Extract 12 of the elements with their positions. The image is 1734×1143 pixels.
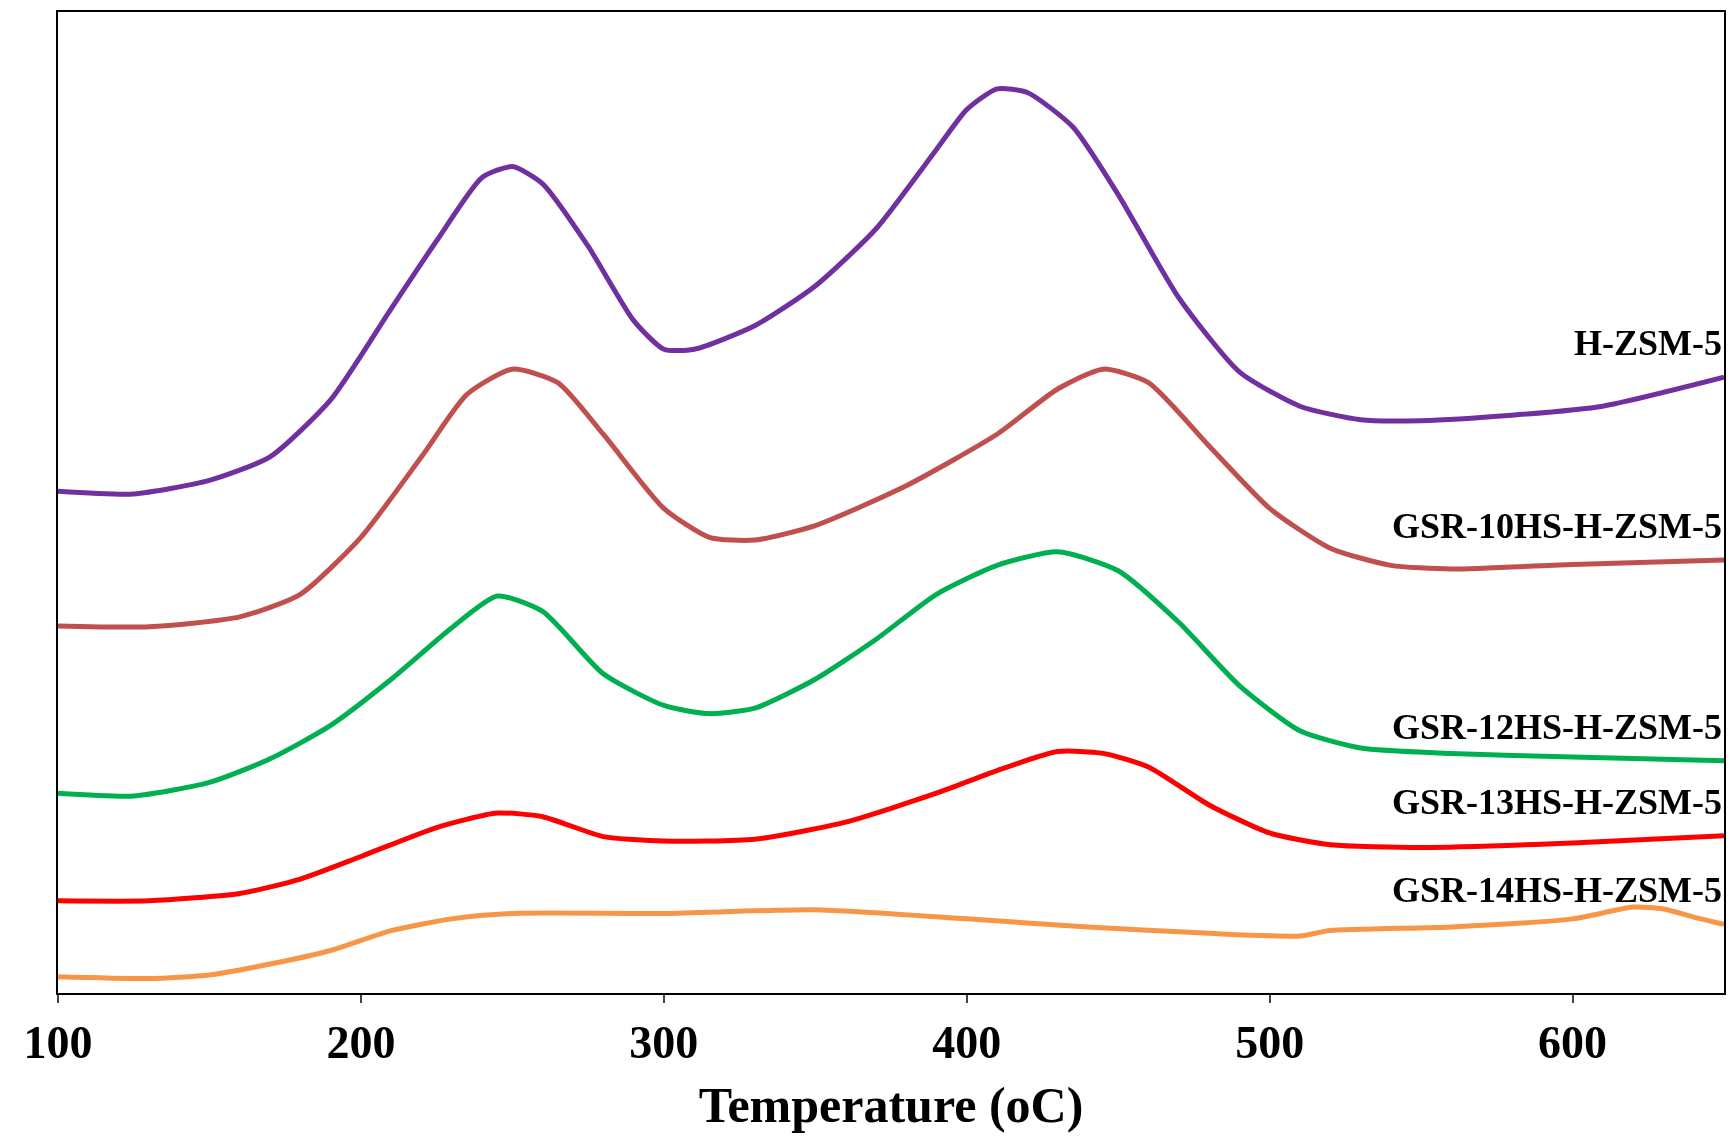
x-tick-label: 600 xyxy=(1538,1017,1608,1069)
series-label: H-ZSM-5 xyxy=(1574,323,1722,363)
x-axis-title: Temperature (oC) xyxy=(698,1077,1084,1134)
series-label: GSR-10HS-H-ZSM-5 xyxy=(1392,506,1723,546)
x-tick-label: 500 xyxy=(1235,1017,1305,1069)
series-label: GSR-13HS-H-ZSM-5 xyxy=(1392,782,1723,822)
x-tick-label: 300 xyxy=(629,1017,699,1069)
x-tick-label: 100 xyxy=(23,1017,93,1069)
series-label: GSR-12HS-H-ZSM-5 xyxy=(1392,707,1723,747)
x-tick-label: 400 xyxy=(932,1017,1002,1069)
series-label: GSR-14HS-H-ZSM-5 xyxy=(1392,870,1723,910)
x-tick-label: 200 xyxy=(326,1017,396,1069)
